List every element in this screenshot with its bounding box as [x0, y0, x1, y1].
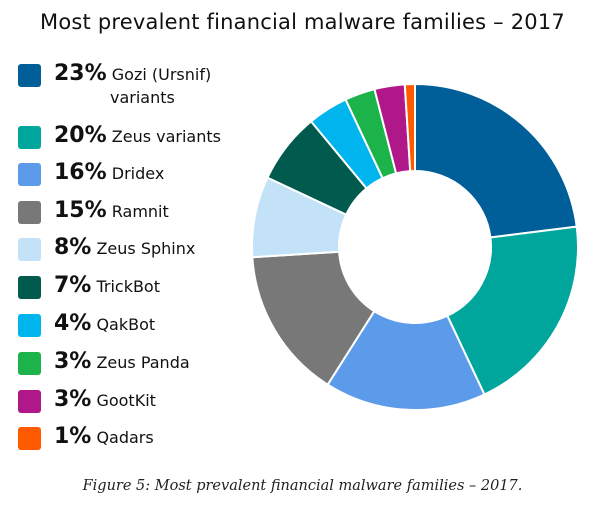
legend-text: 20% Zeus variants: [54, 124, 268, 148]
legend-label: QakBot: [91, 315, 156, 334]
legend-label: TrickBot: [91, 277, 160, 296]
legend-swatch: [18, 64, 41, 87]
legend-swatch: [18, 276, 41, 299]
legend-swatch: [18, 390, 41, 413]
legend-label: Qadars: [91, 428, 154, 447]
legend-swatch: [18, 201, 41, 224]
legend-percent: 16%: [54, 160, 107, 185]
legend-label: Zeus variants: [106, 127, 221, 146]
chart-title: Most prevalent financial malware familie…: [40, 10, 565, 34]
legend-label: Dridex: [106, 164, 165, 183]
legend-percent: 1%: [54, 424, 92, 449]
legend-label: Zeus Panda: [91, 353, 190, 372]
legend-label: GootKit: [91, 391, 156, 410]
legend-percent: 23%: [54, 61, 107, 86]
donut-slice: [403, 82, 416, 173]
legend-label: Ramnit: [106, 202, 169, 221]
legend-swatch: [18, 352, 41, 375]
legend-percent: 3%: [54, 387, 92, 412]
legend-text: 1% Qadars: [54, 425, 268, 449]
legend-percent: 8%: [54, 235, 92, 260]
legend-text: 16% Dridex: [54, 161, 268, 185]
donut-slice: [414, 82, 578, 239]
legend-swatch: [18, 427, 41, 450]
donut-slice: [326, 309, 486, 411]
legend-text: 3% Zeus Panda: [54, 350, 268, 374]
legend-percent: 15%: [54, 198, 107, 223]
legend-text: 7% TrickBot: [54, 274, 268, 298]
legend-text: 15% Ramnit: [54, 199, 268, 223]
legend-swatch: [18, 163, 41, 186]
legend-percent: 20%: [54, 123, 107, 148]
legend-percent: 3%: [54, 349, 92, 374]
legend-label-continued: variants: [110, 88, 175, 107]
legend-text: 8% Zeus Sphinx: [54, 236, 268, 260]
legend-text: 4% QakBot: [54, 312, 268, 336]
legend-swatch: [18, 126, 41, 149]
legend-percent: 4%: [54, 311, 92, 336]
donut-slice: [446, 225, 579, 396]
legend-text: 3% GootKit: [54, 388, 268, 412]
donut-chart: [251, 82, 579, 411]
donut-slice: [251, 250, 376, 387]
legend-label: Zeus Sphinx: [91, 239, 196, 258]
legend-text: 23% Gozi (Ursnif) variants: [54, 62, 268, 109]
legend-swatch: [18, 238, 41, 261]
legend-label: Gozi (Ursnif): [106, 65, 212, 84]
legend-swatch: [18, 314, 41, 337]
legend-percent: 7%: [54, 273, 92, 298]
figure-caption: Figure 5: Most prevalent financial malwa…: [82, 478, 523, 494]
